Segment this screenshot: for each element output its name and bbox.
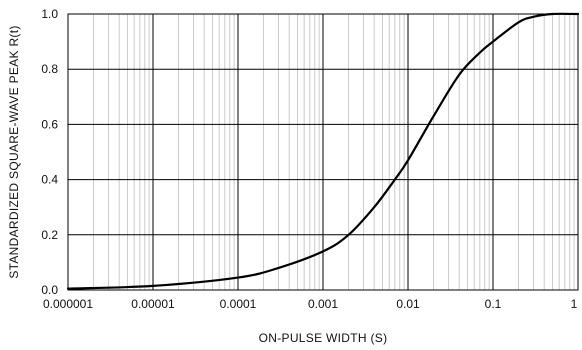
series-line bbox=[66, 12, 580, 290]
x-tick-label: 0.000001 bbox=[43, 297, 93, 311]
x-tick-label: 0.1 bbox=[485, 297, 502, 311]
y-tick-label: 0.6 bbox=[41, 117, 58, 131]
x-tick-label: 0.001 bbox=[308, 297, 338, 311]
y-axis-title: STANDARDIZED SQUARE-WAVE PEAK R(t) bbox=[7, 25, 21, 278]
x-tick-label: 0.01 bbox=[396, 297, 420, 311]
y-tick-label: 0.8 bbox=[41, 62, 58, 76]
y-tick-label: 0.0 bbox=[41, 283, 58, 297]
x-axis-title: ON-PULSE WIDTH (S) bbox=[259, 331, 388, 345]
x-tick-label: 0.0001 bbox=[220, 297, 257, 311]
y-tick-labels: 0.0 0.2 0.4 0.6 0.8 1.0 bbox=[41, 7, 58, 297]
x-tick-label: 1 bbox=[571, 297, 578, 311]
x-tick-labels: 0.000001 0.00001 0.0001 0.001 0.01 0.1 1 bbox=[43, 297, 578, 311]
y-tick-label: 0.4 bbox=[41, 173, 58, 187]
y-tick-label: 0.2 bbox=[41, 228, 58, 242]
y-tick-label: 1.0 bbox=[41, 7, 58, 21]
x-tick-label: 0.00001 bbox=[131, 297, 175, 311]
plot-frame bbox=[67, 13, 579, 291]
minor-gridlines bbox=[93, 14, 575, 290]
